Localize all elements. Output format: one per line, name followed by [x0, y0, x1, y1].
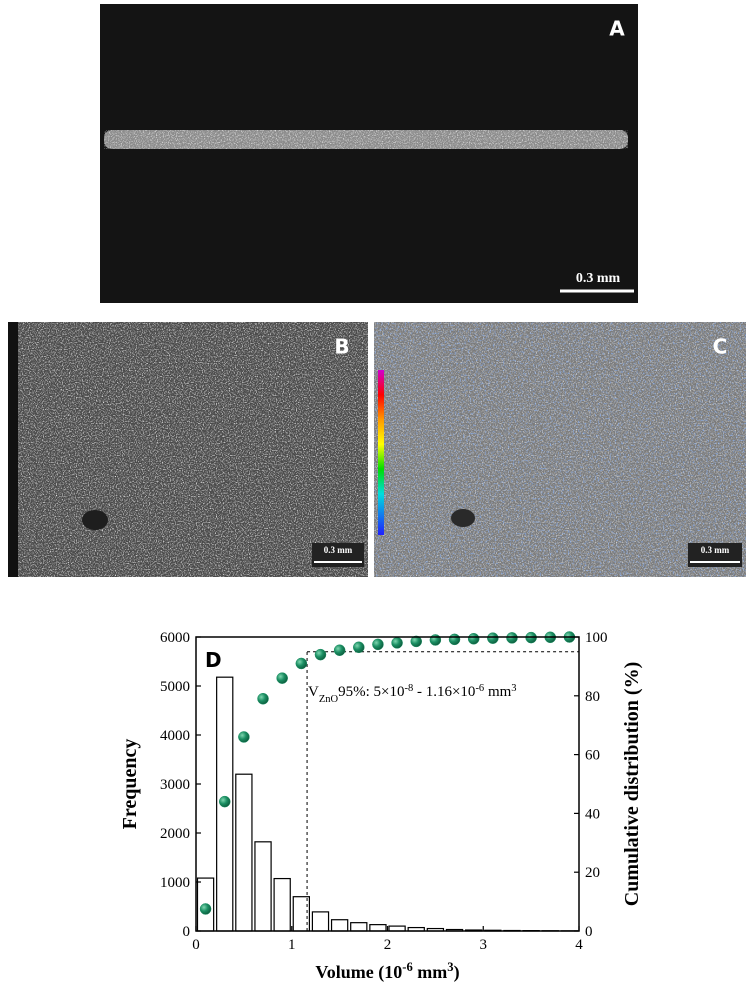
x-axis-label-part: -6: [402, 960, 413, 974]
cumulative-point: [199, 903, 212, 915]
cumulative-point: [391, 637, 403, 649]
y2-tick-label: 40: [585, 806, 600, 822]
cumulative-point: [487, 632, 499, 644]
y-axis-label: Frequency: [119, 739, 141, 830]
y2-tick-label: 60: [585, 748, 600, 764]
panel-a: A 0.3 mm: [100, 4, 638, 303]
annotation-part: - 1.16×10: [413, 684, 475, 700]
cumulative-point: [314, 648, 327, 661]
bar: [292, 896, 310, 932]
bar: [235, 773, 253, 932]
cumulative-point: [410, 635, 422, 648]
y-tick-label: 6000: [160, 630, 190, 646]
cumulative-point: [429, 634, 442, 646]
y2-tick-label: 0: [585, 924, 593, 940]
x-axis-label-part: 3: [447, 960, 453, 974]
annotation: VZnO95%: 5×10-8 - 1.16×10-6 mm3: [308, 683, 517, 705]
cumulative-point: [353, 641, 365, 654]
cumulative-point: [238, 731, 250, 743]
y-tick-label: 4000: [160, 728, 190, 744]
particle-overlay: [374, 322, 746, 577]
annotation-part: V: [308, 684, 319, 700]
scale-bar-label: 0.3 mm: [701, 545, 730, 555]
colorbar: [378, 370, 384, 535]
chart-d: 0 1 2 3 401000200030004000500060000204060801…: [119, 630, 643, 983]
bar: [330, 919, 349, 932]
cumulative-point: [276, 672, 288, 684]
annotation-part: -8: [404, 683, 413, 694]
x-tick-label: 0: [192, 937, 200, 953]
y-tick-label: 0: [183, 924, 191, 940]
x-axis-label: Volume (10-6 mm3): [315, 960, 459, 983]
x-tick-label: 4: [575, 937, 583, 953]
panel-b: B 0.3 mm: [8, 322, 368, 577]
x-axis-label-part: ): [454, 962, 460, 983]
annotation-part: -6: [475, 683, 484, 694]
y-tick-label: 3000: [160, 777, 190, 793]
cumulative-point: [295, 657, 308, 670]
bar: [273, 877, 291, 932]
cumulative-point: [372, 638, 384, 651]
annotation-part: ZnO: [319, 694, 339, 705]
panel-c: C 0.3 mm: [374, 322, 746, 577]
annotation-part: mm: [484, 684, 511, 700]
image-edge: [8, 322, 18, 577]
y2-tick-label: 80: [585, 689, 600, 705]
y-tick-label: 1000: [160, 875, 190, 891]
x-axis-label-part: Volume (10: [315, 962, 402, 983]
cumulative-point: [333, 644, 346, 656]
x-tick-label: 2: [384, 937, 392, 953]
annotation-part: 3: [511, 683, 516, 694]
scale-bar-label: 0.3 mm: [324, 545, 353, 555]
y-tick-label: 5000: [160, 679, 190, 695]
y-tick-label: 2000: [160, 826, 190, 842]
image-texture: [8, 322, 368, 577]
annotation-part: 95%: 5×10: [338, 684, 404, 700]
y2-tick-label: 20: [585, 865, 600, 881]
y2-tick-label: 100: [585, 630, 608, 646]
image-background: [100, 4, 638, 303]
bar: [369, 924, 387, 932]
panel-label: B: [334, 335, 349, 359]
y2-axis-label: Cumulative distribution (%): [621, 662, 643, 906]
cumulative-point: [467, 633, 480, 645]
plot-frame: [195, 636, 580, 932]
x-axis-label-part: mm: [413, 962, 448, 982]
bar: [254, 841, 272, 932]
panel-label: A: [609, 17, 625, 41]
bar: [350, 922, 368, 932]
panel-label: D: [205, 648, 222, 672]
strip-texture: [104, 130, 628, 149]
cumulative-point: [448, 633, 461, 646]
panel-label: C: [713, 335, 728, 359]
pore: [451, 509, 475, 527]
cumulative-point: [506, 632, 518, 644]
pore: [82, 510, 108, 530]
cumulative-point: [257, 692, 269, 705]
cumulative-point: [218, 795, 231, 808]
bar: [311, 911, 330, 932]
x-tick-label: 1: [288, 937, 296, 953]
scale-bar-label: 0.3 mm: [576, 271, 621, 286]
x-tick-label: 3: [480, 937, 488, 953]
